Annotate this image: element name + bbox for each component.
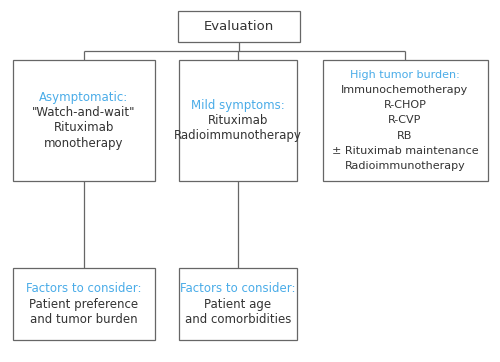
- Text: Rituximab: Rituximab: [54, 122, 114, 134]
- FancyBboxPatch shape: [178, 11, 300, 42]
- FancyBboxPatch shape: [179, 60, 296, 181]
- Text: Immunochemotherapy: Immunochemotherapy: [342, 85, 468, 95]
- Text: and comorbidities: and comorbidities: [184, 313, 291, 326]
- Text: "Watch-and-wait": "Watch-and-wait": [32, 106, 136, 119]
- Text: RB: RB: [398, 131, 412, 140]
- Text: Patient age: Patient age: [204, 298, 272, 311]
- Text: Patient preference: Patient preference: [29, 298, 138, 311]
- Text: R-CVP: R-CVP: [388, 115, 422, 125]
- Text: Rituximab: Rituximab: [208, 114, 268, 127]
- FancyBboxPatch shape: [322, 60, 488, 181]
- Text: Mild symptoms:: Mild symptoms:: [191, 99, 284, 111]
- Text: R-CHOP: R-CHOP: [384, 100, 426, 110]
- Text: High tumor burden:: High tumor burden:: [350, 70, 460, 80]
- Text: Evaluation: Evaluation: [204, 20, 274, 33]
- Text: Factors to consider:: Factors to consider:: [26, 282, 142, 295]
- Text: Factors to consider:: Factors to consider:: [180, 282, 296, 295]
- Text: ± Rituximab maintenance: ± Rituximab maintenance: [332, 146, 478, 156]
- FancyBboxPatch shape: [179, 268, 296, 340]
- Text: Radioimmunotherapy: Radioimmunotherapy: [174, 129, 302, 142]
- Text: and tumor burden: and tumor burden: [30, 313, 138, 326]
- FancyBboxPatch shape: [12, 268, 155, 340]
- Text: Asymptomatic:: Asymptomatic:: [39, 91, 128, 104]
- Text: monotherapy: monotherapy: [44, 137, 124, 150]
- FancyBboxPatch shape: [12, 60, 155, 181]
- Text: Radioimmunotherapy: Radioimmunotherapy: [344, 161, 466, 171]
